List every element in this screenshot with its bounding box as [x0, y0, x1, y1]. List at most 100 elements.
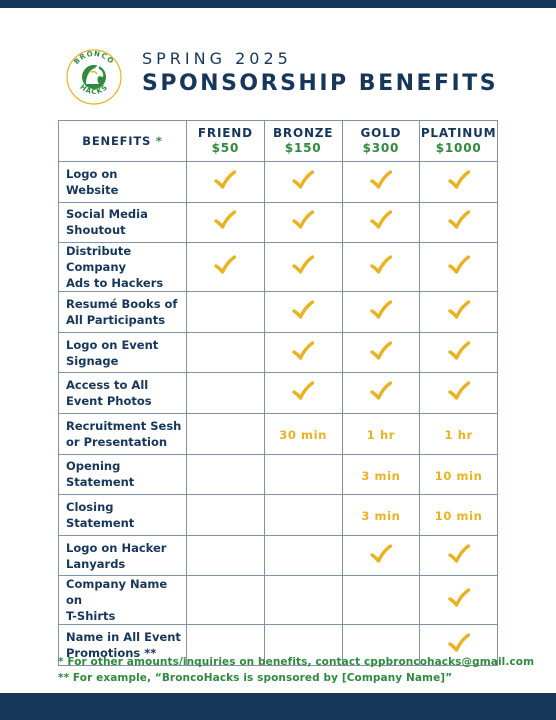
benefit-label-line2: Event Photos [66, 394, 152, 409]
benefit-label: Distribute Company Ads to Hackers [58, 242, 187, 293]
table-row: Distribute Company Ads to Hackers [58, 242, 498, 293]
tier-cell: 30 min [263, 412, 343, 455]
benefit-label-line2: Statement [66, 475, 135, 490]
tier-name: GOLD [360, 126, 402, 140]
table-row: Opening Statement 3 min 10 min [58, 453, 498, 496]
tier-cell [419, 291, 498, 333]
tier-header-gold: GOLD $300 [341, 120, 421, 162]
tier-cell [263, 242, 343, 293]
tier-cell: 10 min [419, 494, 498, 536]
benefit-label: Company Name on T-Shirts [58, 575, 187, 626]
page-subtitle: SPRING 2025 [142, 49, 292, 68]
tier-cell [341, 242, 421, 293]
tier-value: 3 min [361, 468, 401, 483]
tier-cell [186, 372, 265, 414]
tier-cell [186, 331, 265, 374]
checkmark-icon [447, 210, 470, 230]
tier-cell [263, 624, 343, 666]
tier-cell [263, 201, 343, 244]
benefit-label-line1: Social Media [66, 207, 148, 222]
benefit-label-line1: Opening [66, 459, 121, 474]
table-row: Social Media Shoutout [58, 201, 498, 244]
tier-cell [186, 575, 265, 626]
tier-cell [341, 534, 421, 577]
benefit-label-line1: Name in All Event [66, 630, 181, 645]
checkmark-icon [370, 170, 392, 189]
table-row: Company Name on T-Shirts [58, 575, 498, 626]
checkmark-icon [370, 255, 392, 274]
tier-price: $1000 [435, 141, 482, 155]
tier-cell [419, 331, 498, 374]
top-banner-bar [0, 0, 556, 8]
tier-cell: 1 hr [419, 412, 498, 455]
tier-cell [186, 453, 265, 496]
checkmark-icon [370, 381, 392, 400]
tier-value: 3 min [361, 509, 401, 524]
checkmark-icon [447, 633, 470, 652]
checkmark-icon [447, 340, 470, 360]
tier-cell [341, 575, 421, 626]
benefit-label-line1: Logo on [66, 166, 118, 181]
svg-text:BRONCO: BRONCO [72, 50, 115, 66]
page-title: SPONSORSHIP BENEFITS [142, 71, 499, 96]
benefit-label: Logo on Event Signage [58, 331, 187, 374]
tier-price: $300 [362, 141, 400, 155]
tier-header-platinum: PLATINUM $1000 [419, 120, 498, 162]
checkmark-icon [370, 543, 392, 563]
tier-cell [341, 161, 421, 203]
checkmark-icon [292, 300, 315, 319]
benefit-label-line2: Signage [66, 353, 119, 368]
tier-cell [419, 161, 498, 203]
tier-price: $50 [211, 141, 240, 155]
tier-value: 10 min [434, 468, 483, 483]
benefit-label-line2: T-Shirts [66, 609, 116, 624]
tier-cell [341, 201, 421, 244]
checkmark-icon [214, 170, 237, 189]
benefits-table: BENEFITS * FRIEND $50 BRONZE $150 GOLD $… [58, 120, 498, 666]
checkmark-icon [292, 340, 315, 360]
table-row: Logo on Website [58, 161, 498, 203]
table-row: Resumé Books of All Participants [58, 291, 498, 333]
benefits-column-header: BENEFITS * [58, 120, 187, 162]
tier-cell [186, 534, 265, 577]
benefit-label-line2: Lanyards [66, 556, 126, 571]
table-row: Name in All Event Promotions ** [58, 624, 498, 666]
benefit-label-line2: Ads to Hackers [66, 276, 164, 291]
tier-cell [263, 575, 343, 626]
table-row: Closing Statement 3 min 10 min [58, 494, 498, 536]
tier-price: $150 [284, 141, 322, 155]
tier-cell [341, 372, 421, 414]
benefit-label-line1: Resumé Books of [66, 296, 178, 311]
tier-cell: 3 min [341, 494, 421, 536]
benefit-label: Opening Statement [58, 453, 187, 496]
tier-cell [186, 161, 265, 203]
checkmark-icon [447, 170, 470, 189]
tier-value: 30 min [279, 428, 327, 443]
tier-cell [186, 242, 265, 293]
checkmark-icon [447, 543, 470, 563]
benefit-label-line1: Logo on Hacker [66, 540, 167, 555]
checkmark-icon [447, 381, 470, 400]
benefit-label-line2: Promotions ** [66, 646, 157, 661]
benefit-label-line2: Statement [66, 515, 135, 530]
bottom-banner-bar [0, 693, 556, 720]
tier-cell [186, 412, 265, 455]
table-row: Logo on Hacker Lanyards [58, 534, 498, 577]
checkmark-icon [447, 588, 470, 608]
footnote-contact: * For other amounts/inquiries on benefit… [58, 656, 535, 668]
logo-text-top: BRONCO [72, 50, 114, 66]
tier-cell [263, 372, 343, 414]
benefit-label: Access to All Event Photos [58, 372, 187, 414]
tier-cell [419, 242, 498, 293]
checkmark-icon [292, 210, 315, 230]
footnote-example: ** For example, “BroncoHacks is sponsore… [58, 672, 453, 684]
tier-header-bronze: BRONZE $150 [263, 120, 343, 162]
tier-cell [263, 494, 343, 536]
checkmark-icon [292, 170, 315, 189]
checkmark-icon [292, 255, 315, 274]
benefit-label-line1: Access to All [66, 378, 149, 393]
tier-value: 10 min [434, 509, 483, 524]
benefit-label-line2: Website [66, 182, 119, 197]
table-row: Recruitment Sesh or Presentation 30 min 1 h… [58, 412, 498, 455]
checkmark-icon [370, 340, 392, 360]
